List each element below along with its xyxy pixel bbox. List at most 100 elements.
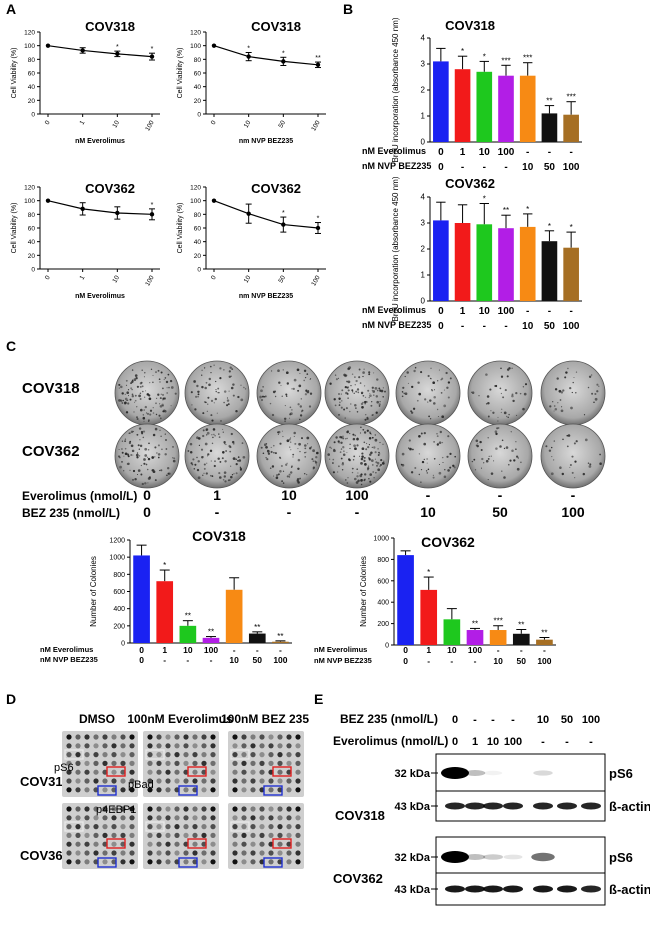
- colony-dot: [269, 402, 272, 405]
- colony-dot: [423, 458, 425, 461]
- colony-dot: [447, 469, 450, 472]
- colony-dot: [453, 466, 456, 469]
- colony-dot: [203, 367, 206, 369]
- colony-dot: [136, 452, 139, 454]
- y-tick-label: 600: [377, 578, 389, 585]
- colony-dot: [211, 419, 214, 422]
- blot-band: [533, 885, 553, 893]
- colony-dot: [588, 465, 592, 468]
- colony-dot: [232, 383, 235, 386]
- colony-dot: [370, 459, 374, 462]
- colony-dot: [241, 442, 244, 444]
- array-spot: [75, 787, 81, 793]
- colony-dot: [354, 477, 357, 481]
- colony-dot: [351, 391, 354, 393]
- row-value-bez235: -: [210, 655, 213, 665]
- array-spot: [192, 841, 198, 847]
- colony-dot: [239, 468, 242, 471]
- array-spot: [268, 815, 274, 821]
- array-spot: [295, 787, 301, 793]
- colony-dot: [133, 378, 137, 381]
- colony-dot: [449, 466, 452, 469]
- array-spot: [259, 752, 265, 758]
- array-spot: [259, 806, 265, 812]
- colony-dot: [277, 433, 279, 435]
- colony-dot: [277, 473, 280, 476]
- colony-dot: [374, 451, 377, 454]
- colony-dot: [127, 389, 130, 391]
- colony-dot: [336, 471, 339, 473]
- blot-bez235-value: -: [473, 714, 477, 726]
- colony-dot: [124, 440, 126, 442]
- row-value-everolimus: 10: [479, 306, 491, 317]
- array-spot: [102, 778, 108, 784]
- colony-dot: [338, 393, 340, 395]
- colony-dot: [131, 388, 133, 391]
- colony-dot: [433, 441, 435, 443]
- colony-dot: [548, 449, 552, 452]
- array-spot: [268, 806, 274, 812]
- colony-dot: [297, 481, 300, 484]
- colony-dot: [368, 373, 371, 376]
- colony-dot: [212, 428, 216, 431]
- colony-dot: [219, 377, 222, 380]
- blot-marker: 43 kDa: [395, 884, 431, 896]
- array-spot: [192, 734, 198, 740]
- significance-label: *: [570, 223, 573, 232]
- colony-dot: [362, 371, 365, 374]
- row-value-everolimus: -: [526, 306, 529, 317]
- array-spot: [277, 832, 283, 839]
- colony-dot: [421, 460, 425, 464]
- array-spot: [232, 769, 238, 775]
- colony-dot: [341, 389, 344, 392]
- array-spot: [210, 734, 216, 740]
- ps6-box: [230, 821, 250, 832]
- x-tick-label: 1: [79, 119, 87, 126]
- colony-dot: [130, 444, 134, 448]
- colony-dot: [487, 437, 489, 439]
- colony-dot: [155, 402, 157, 405]
- colony-dot: [380, 463, 382, 466]
- significance-label: **: [208, 628, 214, 637]
- colony-dot: [444, 469, 446, 471]
- y-tick-label: 600: [113, 589, 125, 596]
- colony-dot: [164, 433, 166, 435]
- x-axis-label: nM Everolimus: [75, 293, 125, 300]
- colony-dot: [559, 399, 562, 401]
- colony-dot: [375, 411, 378, 414]
- blot-band: [581, 802, 601, 810]
- colony-dot: [515, 391, 518, 395]
- colony-dot: [375, 395, 379, 398]
- colony-dot: [167, 467, 170, 470]
- array-spot: [192, 850, 198, 856]
- array-membrane: [143, 731, 219, 797]
- colony-dot: [566, 434, 569, 437]
- array-spot: [165, 760, 171, 767]
- array-header-everolimus: 100nM Everolimus: [127, 712, 233, 726]
- array-spot: [192, 832, 198, 839]
- array-spot: [183, 859, 189, 865]
- significance-label: **: [541, 629, 547, 638]
- array-spot: [129, 824, 135, 830]
- array-spot: [66, 806, 72, 812]
- everolimus-value: -: [498, 487, 503, 503]
- colony-dot: [379, 401, 381, 403]
- colony-dot: [221, 457, 224, 460]
- colony-dot: [265, 457, 267, 459]
- colony-dot: [293, 378, 297, 382]
- bar: [512, 633, 530, 645]
- array-spot: [277, 859, 283, 865]
- y-tick-label: 20: [28, 98, 36, 105]
- colony-dot: [137, 444, 140, 447]
- colony-dot: [485, 403, 488, 405]
- array-spot: [192, 815, 198, 821]
- array-spot: [259, 760, 265, 767]
- colony-dot: [201, 455, 204, 459]
- colony-dot: [285, 463, 288, 466]
- colony-dot: [232, 457, 236, 460]
- colony-dot: [441, 377, 444, 380]
- colony-dot: [353, 455, 356, 458]
- colony-plate: [114, 423, 180, 489]
- colony-dot: [123, 455, 125, 457]
- colony-dot: [147, 456, 149, 458]
